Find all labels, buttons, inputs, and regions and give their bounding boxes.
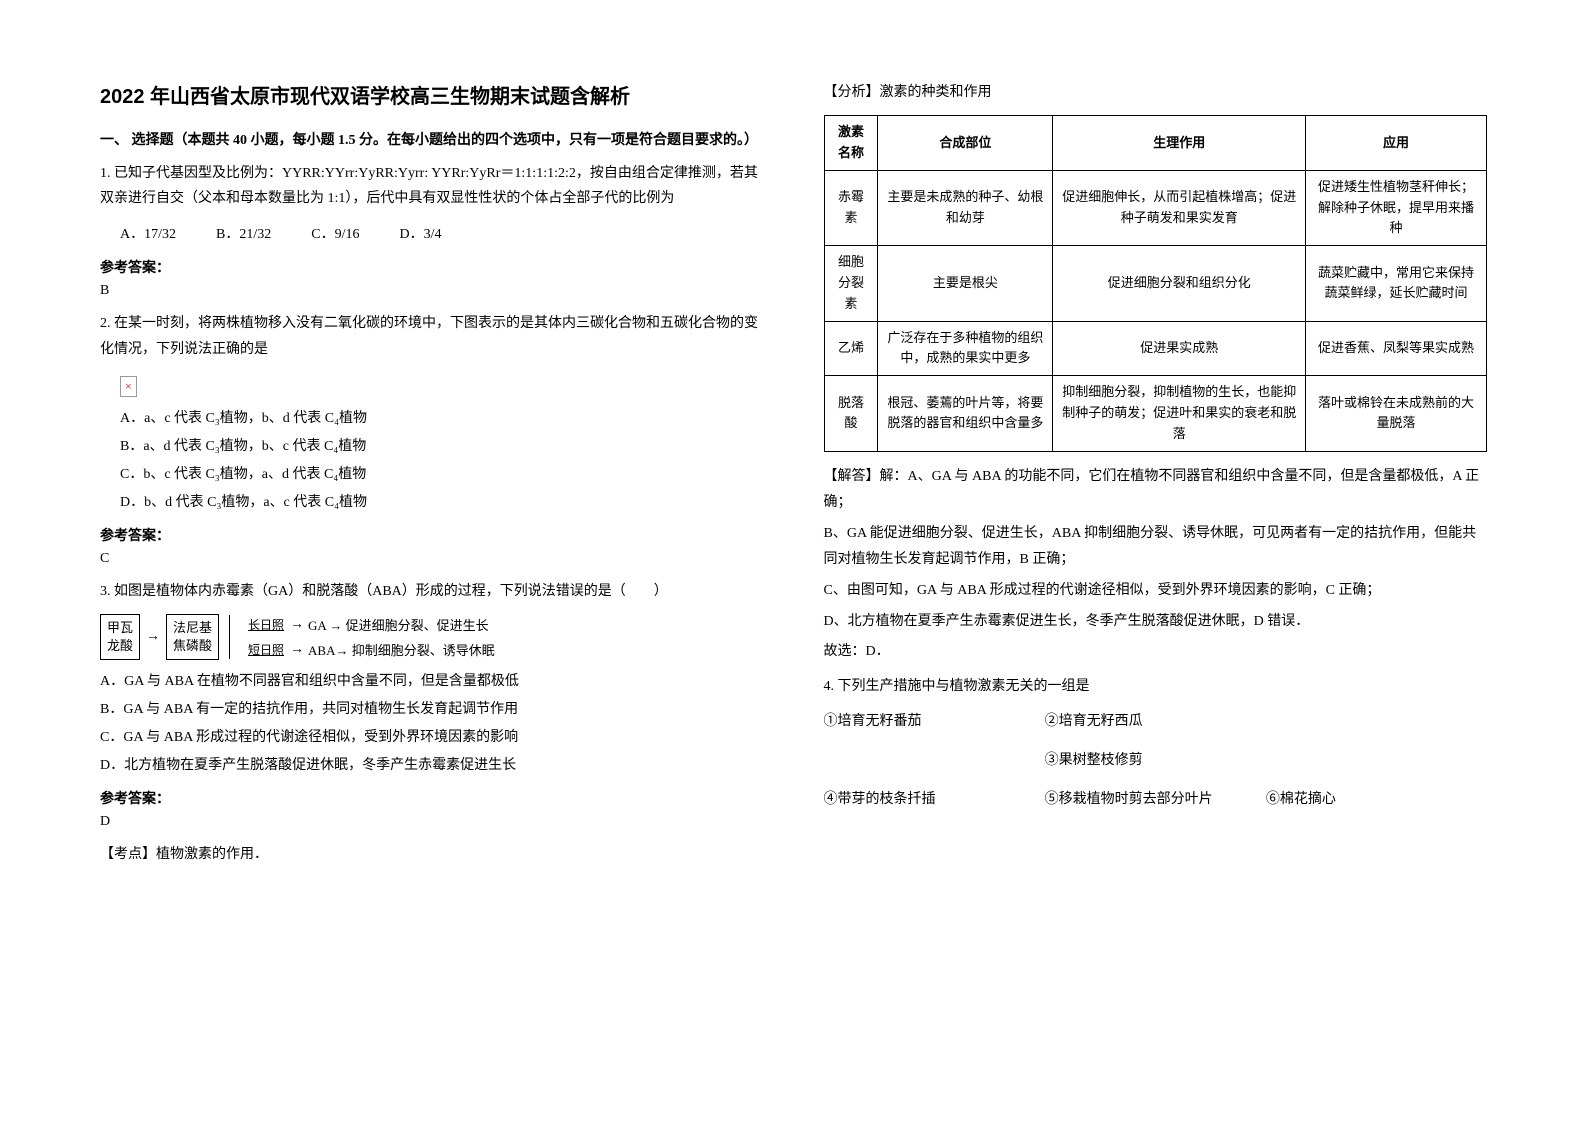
cell: 乙烯 — [824, 321, 878, 376]
broken-image-icon: × — [120, 376, 137, 397]
explain-line-4: 故选：D． — [824, 639, 1488, 666]
question-4: 4. 下列生产措施中与植物激素无关的一组是 — [824, 674, 1488, 699]
q1-options: A．17/32 B．21/32 C．9/16 D．3/4 — [120, 221, 764, 249]
cell: 广泛存在于多种植物的组织中，成熟的果实中更多 — [878, 321, 1053, 376]
q3-answer-label: 参考答案： — [100, 788, 764, 808]
cell: 主要是未成熟的种子、幼根和幼芽 — [878, 170, 1053, 245]
q1-option-c: C．9/16 — [311, 221, 359, 249]
q2-option-a: A．a、c 代表 C₃植物，b、d 代表 C₄植物 — [120, 405, 764, 433]
q3-answer: D — [100, 814, 764, 830]
arrow-icon: → — [146, 629, 160, 645]
diagram-box2-text: 法尼基 焦磷酸 — [173, 620, 212, 653]
q2-answer-label: 参考答案： — [100, 525, 764, 545]
long-day-label: 长日照 — [246, 616, 286, 633]
th-name: 激素名称 — [824, 116, 878, 171]
q1-answer: B — [100, 283, 764, 299]
arrow-icon: → — [290, 617, 304, 633]
q2-answer: C — [100, 551, 764, 567]
explain-line-1: B、GA 能促进细胞分裂、促进生长，ABA 抑制细胞分裂、诱导休眠，可见两者有一… — [824, 521, 1488, 574]
explain-line-3: D、北方植物在夏季产生赤霉素促进生长，冬季产生脱落酸促进休眠，D 错误． — [824, 609, 1488, 636]
q1-stem: 1. 已知子代基因型及比例为：YYRR:YYrr:YyRR:Yyrr: YYRr… — [100, 161, 764, 211]
th-function: 生理作用 — [1053, 116, 1306, 171]
diagram-branch: 长日照 → GA → 促进细胞分裂、促进生长 短日照 → ABA→ 抑制细胞分裂… — [229, 615, 495, 659]
cell: 蔬菜贮藏中，常用它来保持蔬菜鲜绿，延长贮藏时间 — [1306, 246, 1487, 321]
table-row: 赤霉素 主要是未成熟的种子、幼根和幼芽 促进细胞伸长，从而引起植株增高；促进种子… — [824, 170, 1487, 245]
hormone-table: 激素名称 合成部位 生理作用 应用 赤霉素 主要是未成熟的种子、幼根和幼芽 促进… — [824, 115, 1488, 451]
q4-opt-4: ④带芽的枝条扦插 — [824, 787, 1045, 812]
aba-result: ABA→ 抑制细胞分裂、诱导休眠 — [308, 640, 495, 659]
q2-options: A．a、c 代表 C₃植物，b、d 代表 C₄植物 B．a、d 代表 C₃植物，… — [120, 405, 764, 517]
table-header-row: 激素名称 合成部位 生理作用 应用 — [824, 116, 1487, 171]
cell: 抑制细胞分裂，抑制植物的生长，也能抑制种子的萌发；促进叶和果实的衰老和脱落 — [1053, 376, 1306, 451]
exam-title: 2022 年山西省太原市现代双语学校高三生物期末试题含解析 — [100, 80, 764, 109]
diagram-box1-text: 甲瓦 龙酸 — [107, 620, 133, 653]
q3-stem: 3. 如图是植物体内赤霉素（GA）和脱落酸（ABA）形成的过程，下列说法错误的是… — [100, 579, 764, 604]
q2-option-c: C．b、c 代表 C₃植物，a、d 代表 C₄植物 — [120, 461, 764, 489]
cell: 促进矮生性植物茎秆伸长；解除种子休眠，提早用来播种 — [1306, 170, 1487, 245]
cell: 赤霉素 — [824, 170, 878, 245]
q4-stem: 4. 下列生产措施中与植物激素无关的一组是 — [824, 674, 1488, 699]
arrow-icon: → — [290, 642, 304, 658]
diagram-box-2: 法尼基 焦磷酸 — [166, 614, 219, 660]
q3-diagram: 甲瓦 龙酸 → 法尼基 焦磷酸 长日照 → GA → 促进细胞分裂、促进生长 短… — [100, 614, 764, 660]
q4-opt-6: ⑥棉花摘心 — [1266, 787, 1487, 812]
th-site: 合成部位 — [878, 116, 1053, 171]
q1-option-b: B．21/32 — [216, 221, 271, 249]
q2-stem: 2. 在某一时刻，将两株植物移入没有二氧化碳的环境中，下图表示的是其体内三碳化合… — [100, 311, 764, 361]
cell: 细胞分裂素 — [824, 246, 878, 321]
q3-option-b: B．GA 与 ABA 有一定的拮抗作用，共同对植物生长发育起调节作用 — [100, 696, 764, 724]
cell: 落叶或棉铃在未成熟前的大量脱落 — [1306, 376, 1487, 451]
q4-opt-3: ③果树整枝修剪 — [1045, 748, 1487, 773]
q2-option-b: B．a、d 代表 C₃植物，b、c 代表 C₄植物 — [120, 433, 764, 461]
q3-kaodian: 【考点】植物激素的作用． — [100, 842, 764, 869]
th-application: 应用 — [1306, 116, 1487, 171]
diagram-line-top: 长日照 → GA → 促进细胞分裂、促进生长 — [246, 615, 495, 634]
diagram-line-bottom: 短日照 → ABA→ 抑制细胞分裂、诱导休眠 — [246, 640, 495, 659]
q1-option-a: A．17/32 — [120, 221, 176, 249]
cell: 促进香蕉、凤梨等果实成熟 — [1306, 321, 1487, 376]
cell: 促进细胞伸长，从而引起植株增高；促进种子萌发和果实发育 — [1053, 170, 1306, 245]
table-row: 乙烯 广泛存在于多种植物的组织中，成熟的果实中更多 促进果实成熟 促进香蕉、凤梨… — [824, 321, 1487, 376]
cell: 促进果实成熟 — [1053, 321, 1306, 376]
q2-option-d: D．b、d 代表 C₃植物，a、c 代表 C₄植物 — [120, 489, 764, 517]
q4-opt-2: ②培育无籽西瓜 — [1045, 709, 1487, 734]
cell: 促进细胞分裂和组织分化 — [1053, 246, 1306, 321]
q3-option-d: D．北方植物在夏季产生脱落酸促进休眠，冬季产生赤霉素促进生长 — [100, 752, 764, 780]
analysis-label: 【分析】激素的种类和作用 — [824, 80, 1488, 105]
explain-line-2: C、由图可知，GA 与 ABA 形成过程的代谢途径相似，受到外界环境因素的影响，… — [824, 578, 1488, 605]
cell: 主要是根尖 — [878, 246, 1053, 321]
q1-option-d: D．3/4 — [399, 221, 441, 249]
q4-opt-5: ⑤移栽植物时剪去部分叶片 — [1045, 787, 1266, 812]
question-3: 3. 如图是植物体内赤霉素（GA）和脱落酸（ABA）形成的过程，下列说法错误的是… — [100, 579, 764, 604]
question-1: 1. 已知子代基因型及比例为：YYRR:YYrr:YyRR:Yyrr: YYRr… — [100, 161, 764, 211]
q4-options: ①培育无籽番茄 ②培育无籽西瓜 ③果树整枝修剪 ④带芽的枝条扦插 ⑤移栽植物时剪… — [824, 709, 1488, 813]
section-heading: 一、 选择题（本题共 40 小题，每小题 1.5 分。在每小题给出的四个选项中，… — [100, 129, 764, 149]
question-2: 2. 在某一时刻，将两株植物移入没有二氧化碳的环境中，下图表示的是其体内三碳化合… — [100, 311, 764, 361]
left-column: 2022 年山西省太原市现代双语学校高三生物期末试题含解析 一、 选择题（本题共… — [100, 80, 764, 1082]
explain-line-0: 【解答】解：A、GA 与 ABA 的功能不同，它们在植物不同器官和组织中含量不同… — [824, 464, 1488, 517]
diagram-box-1: 甲瓦 龙酸 — [100, 614, 140, 660]
ga-result: GA → 促进细胞分裂、促进生长 — [308, 615, 489, 634]
cell: 根冠、萎蔫的叶片等，将要脱落的器官和组织中含量多 — [878, 376, 1053, 451]
q3-options: A．GA 与 ABA 在植物不同器官和组织中含量不同，但是含量都极低 B．GA … — [100, 668, 764, 780]
q3-option-c: C．GA 与 ABA 形成过程的代谢途径相似，受到外界环境因素的影响 — [100, 724, 764, 752]
table-row: 细胞分裂素 主要是根尖 促进细胞分裂和组织分化 蔬菜贮藏中，常用它来保持蔬菜鲜绿… — [824, 246, 1487, 321]
table-row: 脱落酸 根冠、萎蔫的叶片等，将要脱落的器官和组织中含量多 抑制细胞分裂，抑制植物… — [824, 376, 1487, 451]
q1-answer-label: 参考答案： — [100, 257, 764, 277]
cell: 脱落酸 — [824, 376, 878, 451]
short-day-label: 短日照 — [246, 641, 286, 658]
q3-option-a: A．GA 与 ABA 在植物不同器官和组织中含量不同，但是含量都极低 — [100, 668, 764, 696]
right-column: 【分析】激素的种类和作用 激素名称 合成部位 生理作用 应用 赤霉素 主要是未成… — [824, 80, 1488, 1082]
q4-opt-1: ①培育无籽番茄 — [824, 709, 1045, 734]
